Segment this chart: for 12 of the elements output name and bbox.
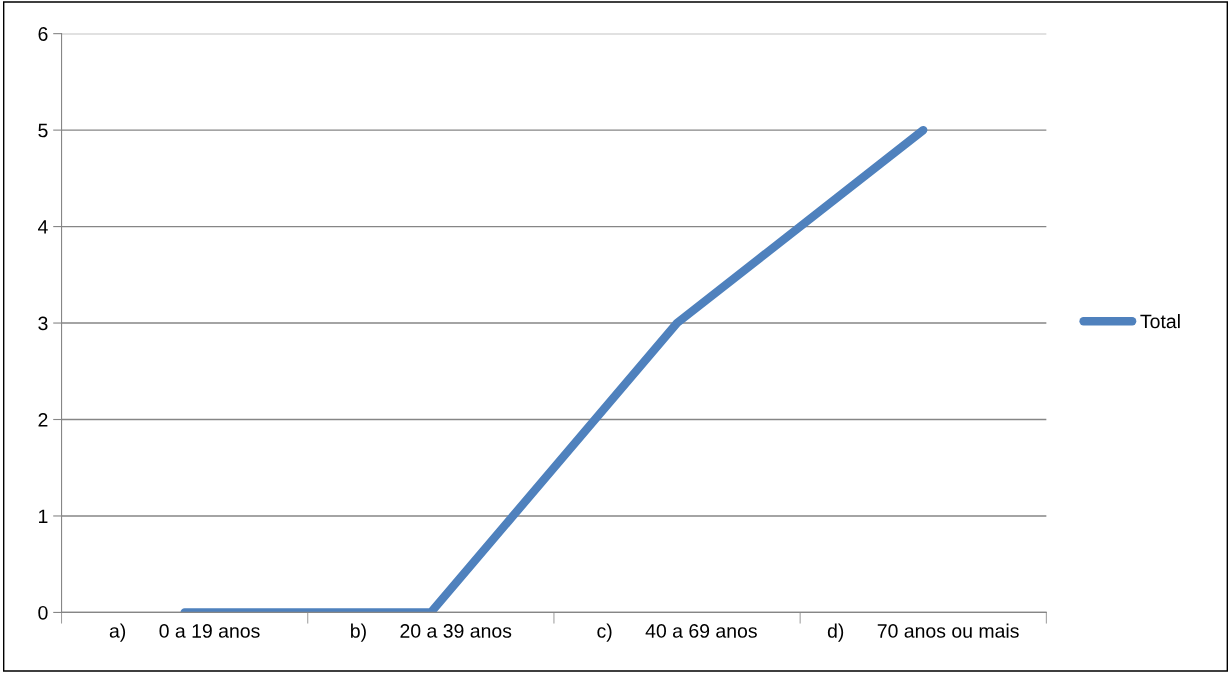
- x-tick-label: d) 70 anos ou mais: [827, 623, 1019, 642]
- y-tick-label: 0: [38, 605, 48, 620]
- y-tick-label: 2: [38, 412, 48, 427]
- y-tick-label: 6: [38, 27, 48, 41]
- x-tick-label: b) 20 a 39 anos: [351, 623, 512, 642]
- y-tick-label: 5: [38, 123, 48, 138]
- y-tick-label: 3: [38, 316, 48, 331]
- x-tick-label: c) 40 a 69 anos: [597, 623, 757, 642]
- x-tick-label: a) 0 a 19 anos: [109, 623, 260, 642]
- y-tick-label: 4: [37, 220, 48, 234]
- y-tick-label: 1: [39, 509, 48, 524]
- legend-label: Total: [1140, 313, 1180, 329]
